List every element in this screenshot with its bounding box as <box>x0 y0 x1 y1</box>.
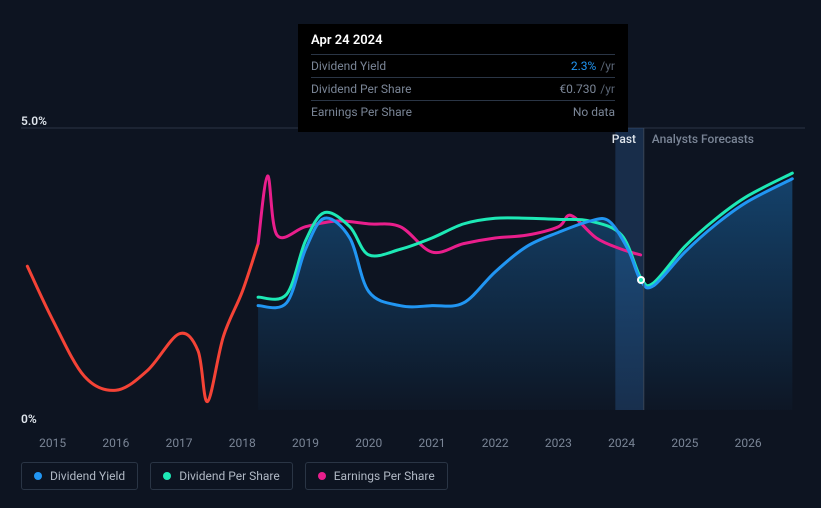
x-axis-tick: 2015 <box>39 436 66 450</box>
x-axis-tick: 2016 <box>102 436 129 450</box>
legend-item[interactable]: Dividend Yield <box>21 462 138 490</box>
legend-item[interactable]: Dividend Per Share <box>150 462 293 490</box>
legend-dot <box>318 472 326 480</box>
x-axis-tick: 2022 <box>482 436 509 450</box>
forecast-label: Analysts Forecasts <box>652 132 754 146</box>
data-tooltip: Apr 24 2024 Dividend Yield2.3%/yrDividen… <box>298 24 628 132</box>
tooltip-row: Dividend Per Share €0.730/yr <box>311 77 615 100</box>
x-axis-tick: 2025 <box>671 436 698 450</box>
x-axis-tick: 2020 <box>355 436 382 450</box>
tooltip-row: Dividend Yield 2.3%/yr <box>311 54 615 77</box>
legend-label: Earnings Per Share <box>334 469 435 483</box>
legend-label: Dividend Per Share <box>179 469 280 483</box>
legend-item[interactable]: Earnings Per Share <box>305 462 448 490</box>
y-axis-tick: 5.0% <box>21 114 47 128</box>
y-axis-tick: 0% <box>21 412 37 426</box>
hover-marker <box>637 276 645 284</box>
x-axis-tick: 2019 <box>292 436 319 450</box>
tooltip-row-label: Dividend Per Share <box>311 82 412 96</box>
legend: Dividend Yield Dividend Per Share Earnings… <box>21 462 448 490</box>
tooltip-row-value: 2.3%/yr <box>571 59 615 73</box>
legend-label: Dividend Yield <box>50 469 125 483</box>
past-label: Past <box>612 132 636 146</box>
tooltip-row-value: No data <box>573 105 615 119</box>
tooltip-row-label: Earnings Per Share <box>311 105 412 119</box>
chart-svg <box>21 110 805 420</box>
legend-dot <box>34 472 42 480</box>
x-axis-tick: 2021 <box>418 436 445 450</box>
x-axis-tick: 2018 <box>229 436 256 450</box>
legend-dot <box>163 472 171 480</box>
tooltip-row: Earnings Per Share No data <box>311 100 615 123</box>
x-axis-tick: 2023 <box>545 436 572 450</box>
x-axis-tick: 2024 <box>608 436 635 450</box>
tooltip-date: Apr 24 2024 <box>311 33 615 54</box>
x-axis-tick: 2017 <box>166 436 193 450</box>
tooltip-row-label: Dividend Yield <box>311 59 386 73</box>
tooltip-row-value: €0.730/yr <box>559 82 615 96</box>
chart-plot-area[interactable] <box>21 110 805 420</box>
x-axis-tick: 2026 <box>735 436 762 450</box>
